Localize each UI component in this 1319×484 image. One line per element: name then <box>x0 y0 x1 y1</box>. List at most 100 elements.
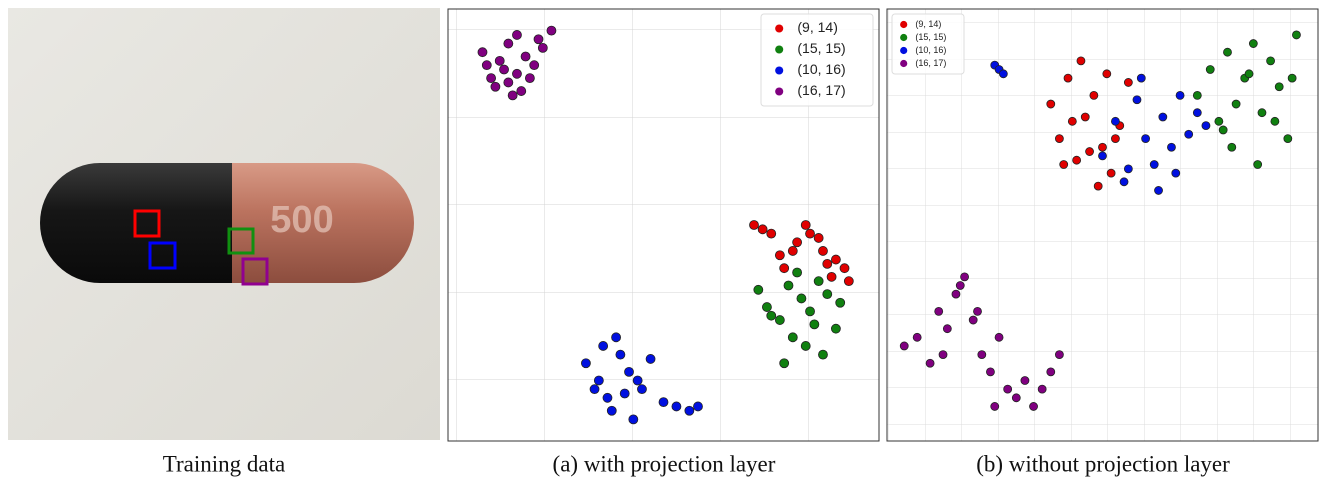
point <box>512 69 521 78</box>
point <box>840 264 849 273</box>
point <box>1111 117 1119 125</box>
legend-marker <box>775 87 783 95</box>
point <box>646 354 655 363</box>
training-image: 500 <box>8 8 440 440</box>
point <box>788 333 797 342</box>
point <box>1047 100 1055 108</box>
point <box>1159 113 1167 121</box>
point <box>1133 96 1141 104</box>
point <box>1081 113 1089 121</box>
point <box>525 74 534 83</box>
point <box>767 311 776 320</box>
point <box>487 74 496 83</box>
point <box>1228 143 1236 151</box>
point <box>612 333 621 342</box>
point <box>1202 122 1210 130</box>
point <box>521 52 530 61</box>
point <box>1219 126 1227 134</box>
legend-label: (10, 16) <box>797 61 845 77</box>
point <box>538 43 547 52</box>
point <box>1111 135 1119 143</box>
point <box>616 350 625 359</box>
point <box>1068 117 1076 125</box>
point <box>810 320 819 329</box>
point <box>1099 143 1107 151</box>
point <box>620 389 629 398</box>
point <box>1124 165 1132 173</box>
point <box>637 385 646 394</box>
point <box>1094 182 1102 190</box>
point <box>784 281 793 290</box>
point <box>818 246 827 255</box>
point <box>1038 385 1046 393</box>
point <box>685 406 694 415</box>
point <box>1055 135 1063 143</box>
page: {"training": {"caption": "Training data"… <box>0 0 1319 484</box>
caption: (b) without projection layer <box>976 451 1230 476</box>
point <box>607 406 616 415</box>
capsule-print: 500 <box>270 199 333 241</box>
point <box>952 290 960 298</box>
point <box>844 277 853 286</box>
point <box>793 268 802 277</box>
point <box>517 87 526 96</box>
point <box>836 298 845 307</box>
legend-label: (16, 17) <box>915 58 946 68</box>
point <box>512 30 521 39</box>
point <box>900 342 908 350</box>
point <box>500 65 509 74</box>
point <box>1086 148 1094 156</box>
point <box>1012 394 1020 402</box>
point <box>1073 156 1081 164</box>
point <box>1090 91 1098 99</box>
point <box>991 402 999 410</box>
point <box>969 316 977 324</box>
point <box>788 246 797 255</box>
point <box>758 225 767 234</box>
legend-marker <box>900 60 907 67</box>
point <box>943 325 951 333</box>
legend-marker <box>900 47 907 54</box>
point <box>1142 135 1150 143</box>
point <box>754 285 763 294</box>
point <box>780 264 789 273</box>
point <box>1176 91 1184 99</box>
point <box>581 359 590 368</box>
figure: 500 Training data (a) with projection la… <box>0 0 1319 484</box>
point <box>775 251 784 260</box>
point <box>1055 351 1063 359</box>
point <box>818 350 827 359</box>
point <box>547 26 556 35</box>
point <box>1275 83 1283 91</box>
point <box>1124 78 1132 86</box>
point <box>831 324 840 333</box>
point <box>629 415 638 424</box>
point <box>956 281 964 289</box>
point <box>693 402 702 411</box>
point <box>1077 57 1085 65</box>
point <box>1271 117 1279 125</box>
point <box>1150 161 1158 169</box>
point <box>814 233 823 242</box>
point <box>530 61 539 70</box>
legend-marker <box>900 21 907 28</box>
point <box>978 351 986 359</box>
point <box>1099 152 1107 160</box>
point <box>534 35 543 44</box>
point <box>1060 161 1068 169</box>
point <box>495 56 504 65</box>
legend-label: (15, 15) <box>797 40 845 56</box>
point <box>508 91 517 100</box>
point <box>1258 109 1266 117</box>
caption: Training data <box>163 451 285 476</box>
point <box>482 61 491 70</box>
point <box>806 307 815 316</box>
point <box>1254 161 1262 169</box>
point <box>1155 186 1163 194</box>
point <box>1206 65 1214 73</box>
legend-label: (9, 14) <box>915 19 941 29</box>
point <box>806 229 815 238</box>
point <box>599 341 608 350</box>
point <box>801 341 810 350</box>
legend-label: (16, 17) <box>797 82 845 98</box>
